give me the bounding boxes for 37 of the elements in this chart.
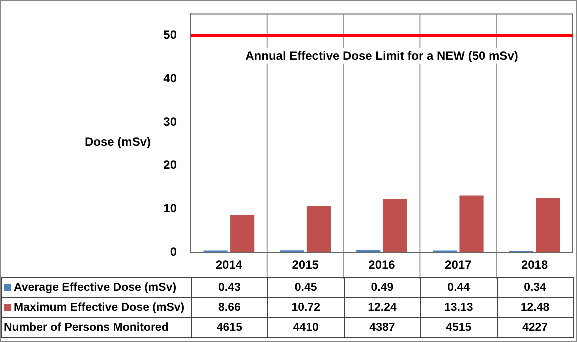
legend-label: Maximum Effective Dose (mSv): [2, 298, 192, 318]
text: 4615: [192, 318, 268, 338]
data-label: 13.13: [420, 298, 498, 318]
bar: [306, 206, 332, 253]
bar: [230, 215, 255, 253]
y-axis-title: Dose (mSv): [84, 135, 151, 149]
data-label: 0.45: [268, 278, 344, 298]
y-tick-label: 50: [164, 28, 178, 42]
y-tick-label: 40: [164, 72, 178, 86]
data-label: 0.43: [192, 278, 268, 298]
data-label: 0.34: [497, 278, 574, 298]
legend-label: Average Effective Dose (mSv): [2, 278, 192, 298]
y-tick-label: 0: [170, 244, 178, 259]
data-label: 8.66: [192, 298, 268, 318]
x-tick-label: 2016: [368, 258, 396, 272]
y-tick-label: 30: [164, 114, 178, 129]
y-tick-label: 20: [164, 158, 178, 172]
y-tick-label: 10: [164, 202, 178, 216]
text: Number of Persons Monitored: [2, 318, 192, 338]
bar: [356, 250, 381, 253]
text: 4227: [497, 318, 574, 338]
bar: [383, 200, 408, 253]
data-label: 0.44: [420, 278, 498, 298]
x-tick-label: 2015: [292, 258, 320, 272]
data-label: 12.48: [497, 298, 574, 318]
text: 4515: [420, 318, 498, 338]
x-tick-label: 2017: [445, 258, 472, 272]
x-tick-label: 2018: [521, 258, 548, 272]
bar: [460, 196, 484, 253]
data-label: 0.49: [344, 278, 421, 298]
x-tick-label: 2014: [216, 258, 243, 272]
bar: [536, 198, 560, 253]
data-label: 12.24: [344, 298, 421, 318]
ref-line-label: Annual Effective Dose Limit for a NEW (50 mSv): [246, 48, 518, 63]
text: 4410: [268, 318, 344, 338]
text: 4387: [344, 318, 421, 338]
data-label: 10.72: [268, 298, 344, 318]
